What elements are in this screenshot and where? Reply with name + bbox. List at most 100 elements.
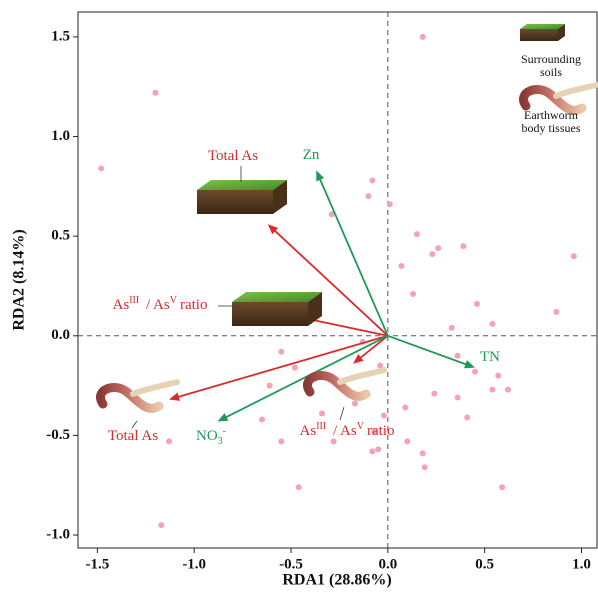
sample-point: [291, 364, 298, 371]
y-tick-label: -1.0: [46, 526, 70, 542]
vector-arrow: [318, 178, 389, 337]
sample-point: [489, 320, 496, 327]
vector-label: AsIII / AsV ratio: [113, 295, 208, 313]
vector-label: TN: [480, 349, 500, 365]
sample-point: [166, 438, 173, 445]
x-tick-label: 0.0: [378, 556, 397, 572]
sample-point: [98, 165, 105, 172]
label-part: V: [170, 295, 178, 306]
label-part: NO: [196, 428, 218, 444]
sample-point: [504, 386, 511, 393]
arrow-head: [316, 170, 325, 182]
sample-point: [553, 308, 560, 315]
label-part: -: [223, 426, 226, 437]
sample-point: [158, 522, 165, 529]
sample-point: [460, 243, 467, 250]
sample-point: [419, 33, 426, 40]
vector-label: Total As: [208, 148, 258, 164]
label-part: TN: [480, 349, 500, 365]
y-tick-label: 1.0: [51, 128, 70, 144]
sample-point: [258, 416, 265, 423]
sample-point: [319, 410, 326, 417]
sample-point: [278, 438, 285, 445]
vector-label: NO3-: [196, 426, 226, 447]
y-tick-label: 0.0: [51, 327, 70, 343]
x-tick-label: -1.0: [182, 556, 206, 572]
arrow-head: [464, 360, 475, 369]
y-tick-label: -0.5: [46, 427, 70, 443]
x-tick-label: -1.5: [85, 556, 109, 572]
arrow-head: [217, 413, 229, 422]
sample-point: [330, 438, 337, 445]
sample-point: [266, 382, 273, 389]
sample-point: [365, 193, 372, 200]
sample-point: [454, 394, 461, 401]
label-part: 3: [218, 436, 223, 447]
y-axis-title: RDA2 (8.14%): [11, 229, 28, 330]
sample-point: [295, 484, 302, 491]
vector-arrow: [273, 229, 389, 337]
x-tick-label: 1.0: [572, 556, 591, 572]
sample-point: [471, 368, 478, 375]
sample-point: [448, 324, 455, 331]
legend-label: soils: [540, 65, 562, 79]
sample-point: [410, 290, 417, 297]
sample-point: [495, 372, 502, 379]
legend-label: Surrounding: [521, 52, 581, 66]
x-tick-label: -0.5: [279, 556, 303, 572]
sample-point: [328, 211, 335, 218]
arrow-head: [352, 354, 364, 364]
legend-label: body tissues: [521, 121, 580, 135]
sample-point: [419, 450, 426, 457]
label-part: III: [129, 295, 139, 306]
label-part: / As: [329, 423, 357, 439]
sample-point: [499, 484, 506, 491]
sample-point: [398, 263, 405, 270]
sample-point: [413, 231, 420, 238]
sample-point: [402, 404, 409, 411]
sample-point: [435, 245, 442, 252]
label-part: / As: [142, 297, 170, 313]
sample-point: [570, 253, 577, 260]
sample-point: [489, 386, 496, 393]
sample-point: [431, 390, 438, 397]
sample-point: [473, 300, 480, 307]
label-part: Zn: [303, 147, 320, 163]
label-part: ratio: [367, 423, 395, 439]
sample-point: [351, 400, 358, 407]
sample-point: [429, 251, 436, 258]
sample-point: [375, 446, 382, 453]
sample-point: [404, 438, 411, 445]
label-part: ratio: [180, 297, 208, 313]
label-part: As: [113, 297, 130, 313]
label-part: V: [357, 421, 365, 432]
vector-label: AsIII / AsV ratio: [300, 421, 395, 439]
sample-point: [278, 348, 285, 355]
sample-point: [152, 89, 159, 96]
sample-point: [386, 201, 393, 208]
arrow-head: [267, 224, 279, 235]
sample-point: [377, 362, 384, 369]
label-part: III: [316, 421, 326, 432]
label-part: Total As: [108, 428, 158, 444]
vector-arrow: [359, 335, 389, 359]
icons: [100, 24, 598, 429]
arrow-head: [169, 392, 180, 401]
sample-point: [369, 177, 376, 184]
sample-point: [464, 414, 471, 421]
sample-point: [371, 428, 378, 435]
vector-arrow: [311, 318, 389, 337]
vector-arrow: [177, 334, 389, 398]
sample-point: [421, 464, 428, 471]
x-tick-label: 0.5: [475, 556, 494, 572]
sample-point: [380, 412, 387, 419]
legend-label: Earthworm: [524, 108, 579, 122]
label-part: Total As: [208, 148, 258, 164]
sample-point: [454, 352, 461, 359]
plot-frame: [77, 11, 598, 549]
label-part: As: [300, 423, 317, 439]
vector-arrow: [387, 334, 468, 366]
sample-point: [369, 448, 376, 455]
